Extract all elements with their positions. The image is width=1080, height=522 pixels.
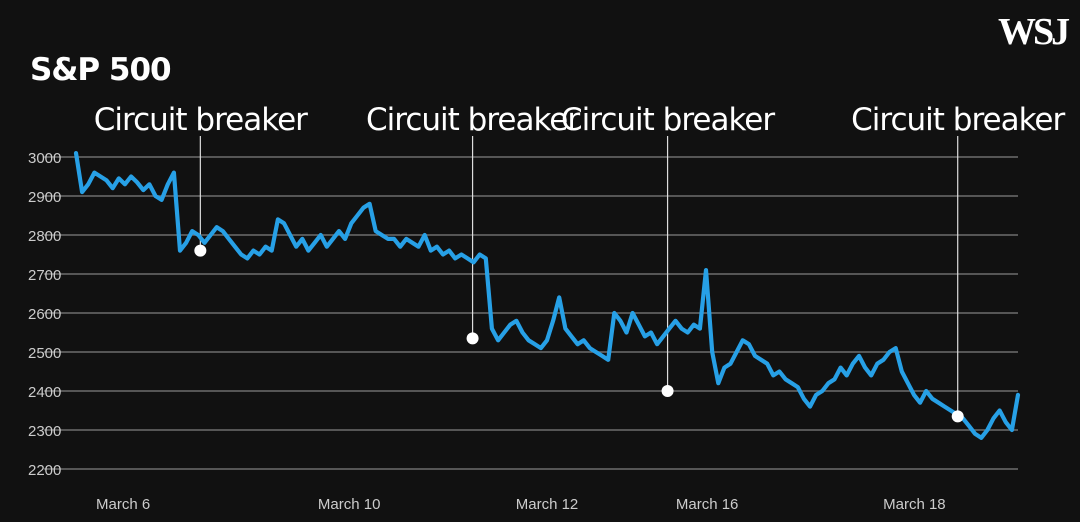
- circuit-breaker-point: [466, 332, 479, 345]
- x-tick-label: March 16: [676, 496, 739, 513]
- circuit-breaker-point: [951, 410, 964, 423]
- circuit-breaker-point: [194, 244, 207, 257]
- chart-title: S&P 500: [30, 52, 172, 88]
- grid-lines: [44, 156, 1018, 470]
- x-tick-label: March 6: [96, 496, 150, 513]
- x-tick-label: March 10: [318, 496, 381, 513]
- y-tick-label: 3000: [28, 150, 61, 167]
- marker-layer: [194, 244, 964, 423]
- x-tick-label: March 12: [516, 496, 579, 513]
- wsj-logo: WSJ: [998, 11, 1070, 53]
- y-tick-label: 2400: [28, 384, 61, 401]
- y-tick-label: 2200: [28, 462, 61, 479]
- series-line: [73, 151, 1021, 440]
- circuit-breaker-point: [661, 385, 674, 397]
- y-tick-label: 2900: [28, 189, 61, 206]
- annotation-label: Circuit breaker: [561, 102, 775, 138]
- series-layer: [73, 151, 1021, 440]
- y-tick-label: 2600: [28, 306, 61, 323]
- y-tick-label: 2700: [28, 267, 61, 284]
- annotation-label: Circuit breaker: [94, 102, 308, 138]
- y-axis-ticks: 3000 2900 2800 2700 2600 2500 2400 2300 2200: [28, 150, 61, 479]
- x-axis-ticks: March 6 March 10 March 12 March 16 March 18: [96, 496, 946, 513]
- annotation-label: Circuit breaker: [851, 102, 1065, 138]
- y-tick-label: 2800: [28, 228, 61, 245]
- y-tick-label: 2300: [28, 423, 61, 440]
- y-tick-label: 2500: [28, 345, 61, 362]
- annotation-label: Circuit breaker: [366, 102, 580, 138]
- x-tick-label: March 18: [883, 496, 946, 513]
